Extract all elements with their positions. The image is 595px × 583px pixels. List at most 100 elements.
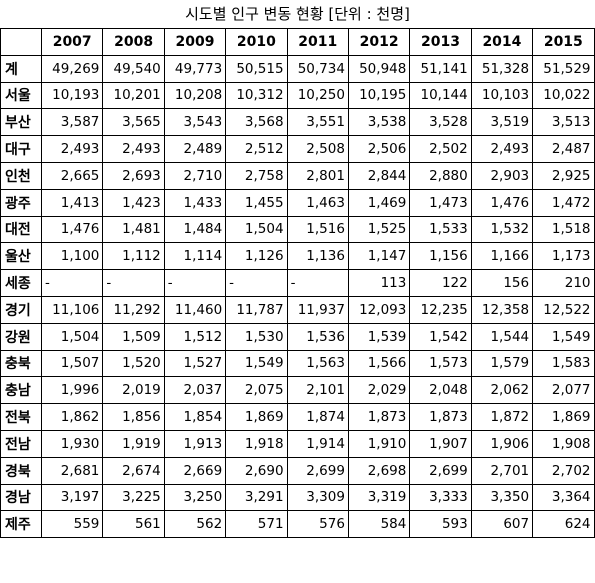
value-cell: 10,250 (286, 81, 349, 110)
table-body: 계 49,269 49,540 49,773 50,515 50,734 50,948 51,… (0, 54, 595, 539)
value-cell: 1,504 (225, 215, 288, 244)
value-cell: 1,549 (532, 322, 595, 351)
table-row: 제주 559 561 562 571 576 584 593 607 624 (0, 510, 595, 539)
value-cell: 607 (470, 510, 534, 539)
value-cell: 1,930 (40, 429, 104, 458)
value-cell: 2,502 (409, 135, 472, 163)
value-cell: 2,508 (286, 135, 349, 163)
value-cell: 1,126 (225, 242, 288, 271)
value-cell: 1,907 (409, 429, 472, 458)
value-cell: 2,493 (40, 135, 104, 163)
region-label: 대전 (0, 215, 42, 244)
value-cell: 3,538 (347, 108, 411, 137)
table-row: 경남 3,197 3,225 3,250 3,291 3,309 3,319 3,333 3,3… (0, 483, 595, 512)
value-cell: 571 (225, 510, 288, 539)
value-cell: 3,333 (409, 483, 472, 512)
value-cell: 1,136 (286, 242, 349, 271)
value-cell: 2,880 (409, 161, 472, 190)
value-cell: 2,710 (163, 161, 227, 190)
table-row: 대전 1,476 1,481 1,484 1,504 1,516 1,525 1,533 1,5… (0, 215, 595, 244)
value-cell: 49,773 (163, 54, 227, 83)
value-cell: 3,350 (470, 483, 534, 512)
value-cell: 1,913 (163, 429, 227, 458)
corner-cell (0, 28, 42, 56)
value-cell: 1,509 (102, 322, 165, 351)
value-cell: 2,702 (532, 456, 595, 485)
value-cell: 50,515 (225, 54, 288, 83)
value-cell: 2,489 (163, 135, 227, 163)
value-cell: 3,225 (102, 483, 165, 512)
value-cell: 2,019 (102, 376, 165, 405)
value-cell: 1,869 (225, 403, 288, 431)
value-cell: 562 (163, 510, 227, 539)
value-cell: 1,114 (163, 242, 227, 271)
value-cell: 1,423 (102, 188, 165, 217)
region-label: 경남 (0, 483, 42, 512)
value-cell: 1,563 (286, 349, 349, 378)
year-header: 2007 (40, 28, 104, 56)
value-cell: 1,549 (225, 349, 288, 378)
value-cell: 156 (470, 269, 534, 297)
value-cell: 49,269 (40, 54, 104, 83)
value-cell: 1,472 (532, 188, 595, 217)
value-cell: 1,544 (470, 322, 534, 351)
value-cell: 2,801 (286, 161, 349, 190)
value-cell: 10,144 (409, 81, 472, 110)
value-cell: 1,413 (40, 188, 104, 217)
value-cell: 1,469 (347, 188, 411, 217)
value-cell: 1,476 (470, 188, 534, 217)
value-cell: 1,542 (409, 322, 472, 351)
value-cell: - (225, 269, 288, 297)
table-row: 광주 1,413 1,423 1,433 1,455 1,463 1,469 1,473 1,4… (0, 188, 595, 217)
value-cell: 2,925 (532, 161, 595, 190)
value-cell: 2,758 (225, 161, 288, 190)
value-cell: 2,101 (286, 376, 349, 405)
value-cell: 2,701 (470, 456, 534, 485)
region-label: 서울 (0, 81, 42, 110)
value-cell: 3,197 (40, 483, 104, 512)
value-cell: 1,854 (163, 403, 227, 431)
value-cell: 2,029 (347, 376, 411, 405)
value-cell: 1,481 (102, 215, 165, 244)
value-cell: 3,568 (225, 108, 288, 137)
value-cell: 1,156 (409, 242, 472, 271)
value-cell: 2,493 (102, 135, 165, 163)
value-cell: 1,579 (470, 349, 534, 378)
value-cell: 2,062 (470, 376, 534, 405)
value-cell: 1,507 (40, 349, 104, 378)
value-cell: 1,476 (40, 215, 104, 244)
value-cell: 3,519 (470, 108, 534, 137)
value-cell: 1,533 (409, 215, 472, 244)
value-cell: - (40, 269, 104, 297)
value-cell: 1,873 (347, 403, 411, 431)
value-cell: 3,565 (102, 108, 165, 137)
value-cell: 2,669 (163, 456, 227, 485)
value-cell: 624 (532, 510, 595, 539)
value-cell: - (286, 269, 349, 297)
value-cell: 1,100 (40, 242, 104, 271)
value-cell: 2,493 (470, 135, 534, 163)
table-title: 시도별 인구 변동 현황 [단위 : 천명] (185, 5, 410, 23)
value-cell: 2,844 (347, 161, 411, 190)
value-cell: 12,358 (470, 295, 534, 324)
value-cell: 1,525 (347, 215, 411, 244)
value-cell: 3,513 (532, 108, 595, 137)
table-row: 충남 1,996 2,019 2,037 2,075 2,101 2,029 2,048 2,0… (0, 376, 595, 405)
value-cell: 11,937 (286, 295, 349, 324)
value-cell: 11,787 (225, 295, 288, 324)
value-cell: 1,433 (163, 188, 227, 217)
value-cell: 1,583 (532, 349, 595, 378)
region-label: 경기 (0, 295, 42, 324)
value-cell: 49,540 (102, 54, 165, 83)
value-cell: 1,566 (347, 349, 411, 378)
year-header: 2011 (286, 28, 349, 56)
value-cell: 1,520 (102, 349, 165, 378)
value-cell: 50,948 (347, 54, 411, 83)
value-cell: 2,681 (40, 456, 104, 485)
value-cell: 10,103 (470, 81, 534, 110)
value-cell: 2,699 (286, 456, 349, 485)
value-cell: 1,512 (163, 322, 227, 351)
value-cell: 593 (409, 510, 472, 539)
value-cell: 2,512 (225, 135, 288, 163)
value-cell: 1,532 (470, 215, 534, 244)
